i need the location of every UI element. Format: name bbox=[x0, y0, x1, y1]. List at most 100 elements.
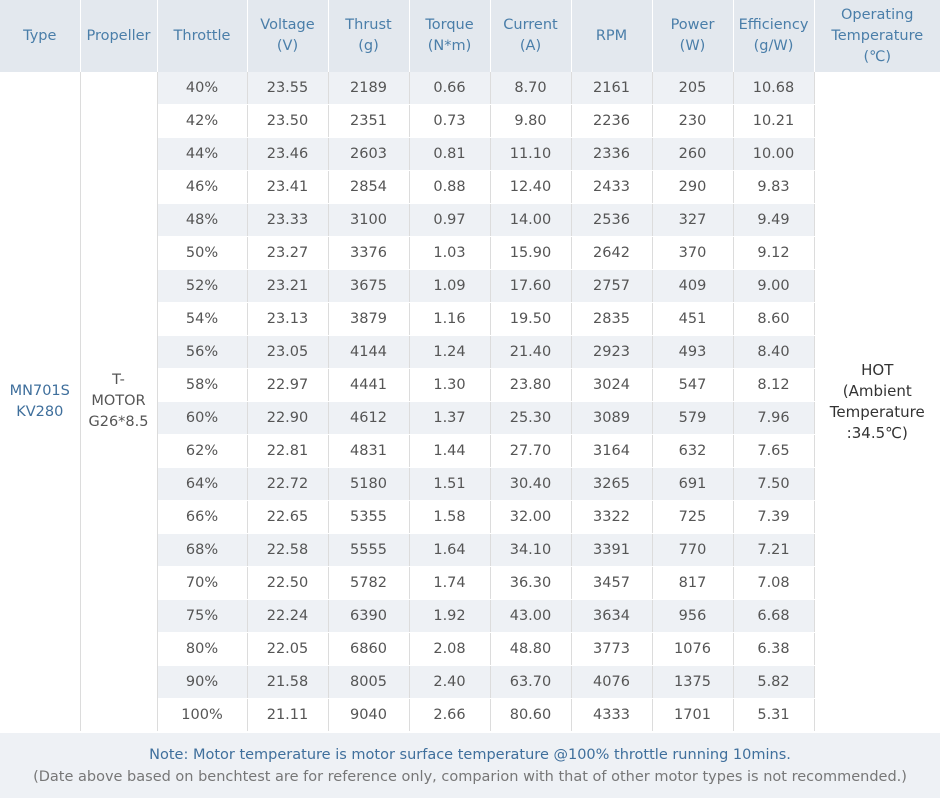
throttle-cell: 40% bbox=[157, 72, 248, 105]
table-row: 42% 23.50 2351 0.73 9.80 2236 230 10.21 bbox=[0, 104, 940, 138]
thrust-cell: 3879 bbox=[328, 302, 410, 336]
voltage-cell: 23.41 bbox=[247, 170, 329, 204]
power-cell: 290 bbox=[652, 170, 734, 204]
torque-cell: 2.66 bbox=[409, 698, 491, 732]
table-row: 52% 23.21 3675 1.09 17.60 2757 409 9.00 bbox=[0, 269, 940, 303]
rpm-cell: 2236 bbox=[571, 104, 653, 138]
rpm-cell: 4333 bbox=[571, 698, 653, 732]
throttle-cell: 64% bbox=[157, 467, 248, 501]
throttle-cell: 80% bbox=[157, 632, 248, 666]
rpm-cell: 3089 bbox=[571, 401, 653, 435]
throttle-cell: 44% bbox=[157, 137, 248, 171]
header-type: Type bbox=[0, 0, 81, 72]
table-row: MN701S KV280 T- MOTOR G26*8.5 40% 23.55 2189 0.6… bbox=[0, 72, 940, 732]
current-cell: 32.00 bbox=[490, 500, 572, 534]
table-body: MN701S KV280 T- MOTOR G26*8.5 40% 23.55 2189 0.6… bbox=[0, 72, 940, 732]
voltage-cell: 22.72 bbox=[247, 467, 329, 501]
voltage-cell: 22.24 bbox=[247, 599, 329, 633]
note-temperature: Note: Motor temperature is motor surface… bbox=[149, 747, 791, 763]
efficiency-cell: 8.60 bbox=[733, 302, 815, 336]
power-cell: 205 bbox=[652, 72, 734, 105]
motor-type-cell: MN701S KV280 bbox=[0, 72, 81, 732]
voltage-cell: 22.81 bbox=[247, 434, 329, 468]
throttle-cell: 60% bbox=[157, 401, 248, 435]
thrust-cell: 2351 bbox=[328, 104, 410, 138]
throttle-cell: 62% bbox=[157, 434, 248, 468]
header-rpm: RPM bbox=[571, 0, 653, 72]
power-cell: 770 bbox=[652, 533, 734, 567]
torque-cell: 0.66 bbox=[409, 72, 491, 105]
efficiency-cell: 6.38 bbox=[733, 632, 815, 666]
efficiency-cell: 7.65 bbox=[733, 434, 815, 468]
table-row: 48% 23.33 3100 0.97 14.00 2536 327 9.49 bbox=[0, 203, 940, 237]
voltage-cell: 23.33 bbox=[247, 203, 329, 237]
rpm-cell: 3773 bbox=[571, 632, 653, 666]
current-cell: 8.70 bbox=[490, 72, 572, 105]
power-cell: 547 bbox=[652, 368, 734, 402]
efficiency-cell: 9.49 bbox=[733, 203, 815, 237]
current-cell: 25.30 bbox=[490, 401, 572, 435]
efficiency-cell: 7.39 bbox=[733, 500, 815, 534]
voltage-cell: 22.50 bbox=[247, 566, 329, 600]
table-row: 54% 23.13 3879 1.16 19.50 2835 451 8.60 bbox=[0, 302, 940, 336]
rpm-cell: 2336 bbox=[571, 137, 653, 171]
rpm-cell: 3322 bbox=[571, 500, 653, 534]
rpm-cell: 2161 bbox=[571, 72, 653, 105]
power-cell: 1701 bbox=[652, 698, 734, 732]
thrust-cell: 6860 bbox=[328, 632, 410, 666]
current-cell: 21.40 bbox=[490, 335, 572, 369]
thrust-cell: 2189 bbox=[328, 72, 410, 105]
throttle-cell: 75% bbox=[157, 599, 248, 633]
torque-cell: 1.64 bbox=[409, 533, 491, 567]
torque-cell: 2.40 bbox=[409, 665, 491, 699]
header-power: Power (W) bbox=[652, 0, 734, 72]
rpm-cell: 2757 bbox=[571, 269, 653, 303]
current-cell: 17.60 bbox=[490, 269, 572, 303]
table-row: 70% 22.50 5782 1.74 36.30 3457 817 7.08 bbox=[0, 566, 940, 600]
current-cell: 19.50 bbox=[490, 302, 572, 336]
throttle-cell: 100% bbox=[157, 698, 248, 732]
thrust-cell: 4612 bbox=[328, 401, 410, 435]
throttle-cell: 46% bbox=[157, 170, 248, 204]
current-cell: 30.40 bbox=[490, 467, 572, 501]
torque-cell: 1.74 bbox=[409, 566, 491, 600]
torque-cell: 0.88 bbox=[409, 170, 491, 204]
torque-cell: 1.58 bbox=[409, 500, 491, 534]
propeller-text: T- bbox=[112, 372, 125, 388]
temperature-text: HOT bbox=[861, 360, 894, 379]
efficiency-cell: 7.08 bbox=[733, 566, 815, 600]
rpm-cell: 2835 bbox=[571, 302, 653, 336]
voltage-cell: 22.65 bbox=[247, 500, 329, 534]
power-cell: 691 bbox=[652, 467, 734, 501]
torque-cell: 2.08 bbox=[409, 632, 491, 666]
header-voltage: Voltage (V) bbox=[247, 0, 329, 72]
voltage-cell: 22.90 bbox=[247, 401, 329, 435]
voltage-cell: 21.58 bbox=[247, 665, 329, 699]
temperature-text: Temperature bbox=[829, 402, 925, 421]
current-cell: 9.80 bbox=[490, 104, 572, 138]
current-cell: 14.00 bbox=[490, 203, 572, 237]
table-row: 100% 21.11 9040 2.66 80.60 4333 1701 5.31 bbox=[0, 698, 940, 732]
efficiency-cell: 7.96 bbox=[733, 401, 815, 435]
propeller-text: G26*8.5 bbox=[88, 414, 149, 430]
torque-cell: 1.03 bbox=[409, 236, 491, 270]
voltage-cell: 22.97 bbox=[247, 368, 329, 402]
table-row: 90% 21.58 8005 2.40 63.70 4076 1375 5.82 bbox=[0, 665, 940, 699]
rpm-cell: 3391 bbox=[571, 533, 653, 567]
power-cell: 260 bbox=[652, 137, 734, 171]
throttle-cell: 56% bbox=[157, 335, 248, 369]
current-cell: 15.90 bbox=[490, 236, 572, 270]
temperature-text: :34.5℃) bbox=[846, 423, 908, 442]
thrust-cell: 3675 bbox=[328, 269, 410, 303]
throttle-cell: 52% bbox=[157, 269, 248, 303]
torque-cell: 1.30 bbox=[409, 368, 491, 402]
efficiency-cell: 7.50 bbox=[733, 467, 815, 501]
efficiency-cell: 5.82 bbox=[733, 665, 815, 699]
throttle-cell: 68% bbox=[157, 533, 248, 567]
thrust-cell: 5555 bbox=[328, 533, 410, 567]
current-cell: 12.40 bbox=[490, 170, 572, 204]
power-cell: 230 bbox=[652, 104, 734, 138]
thrust-cell: 3100 bbox=[328, 203, 410, 237]
table-row: 64% 22.72 5180 1.51 30.40 3265 691 7.50 bbox=[0, 467, 940, 501]
